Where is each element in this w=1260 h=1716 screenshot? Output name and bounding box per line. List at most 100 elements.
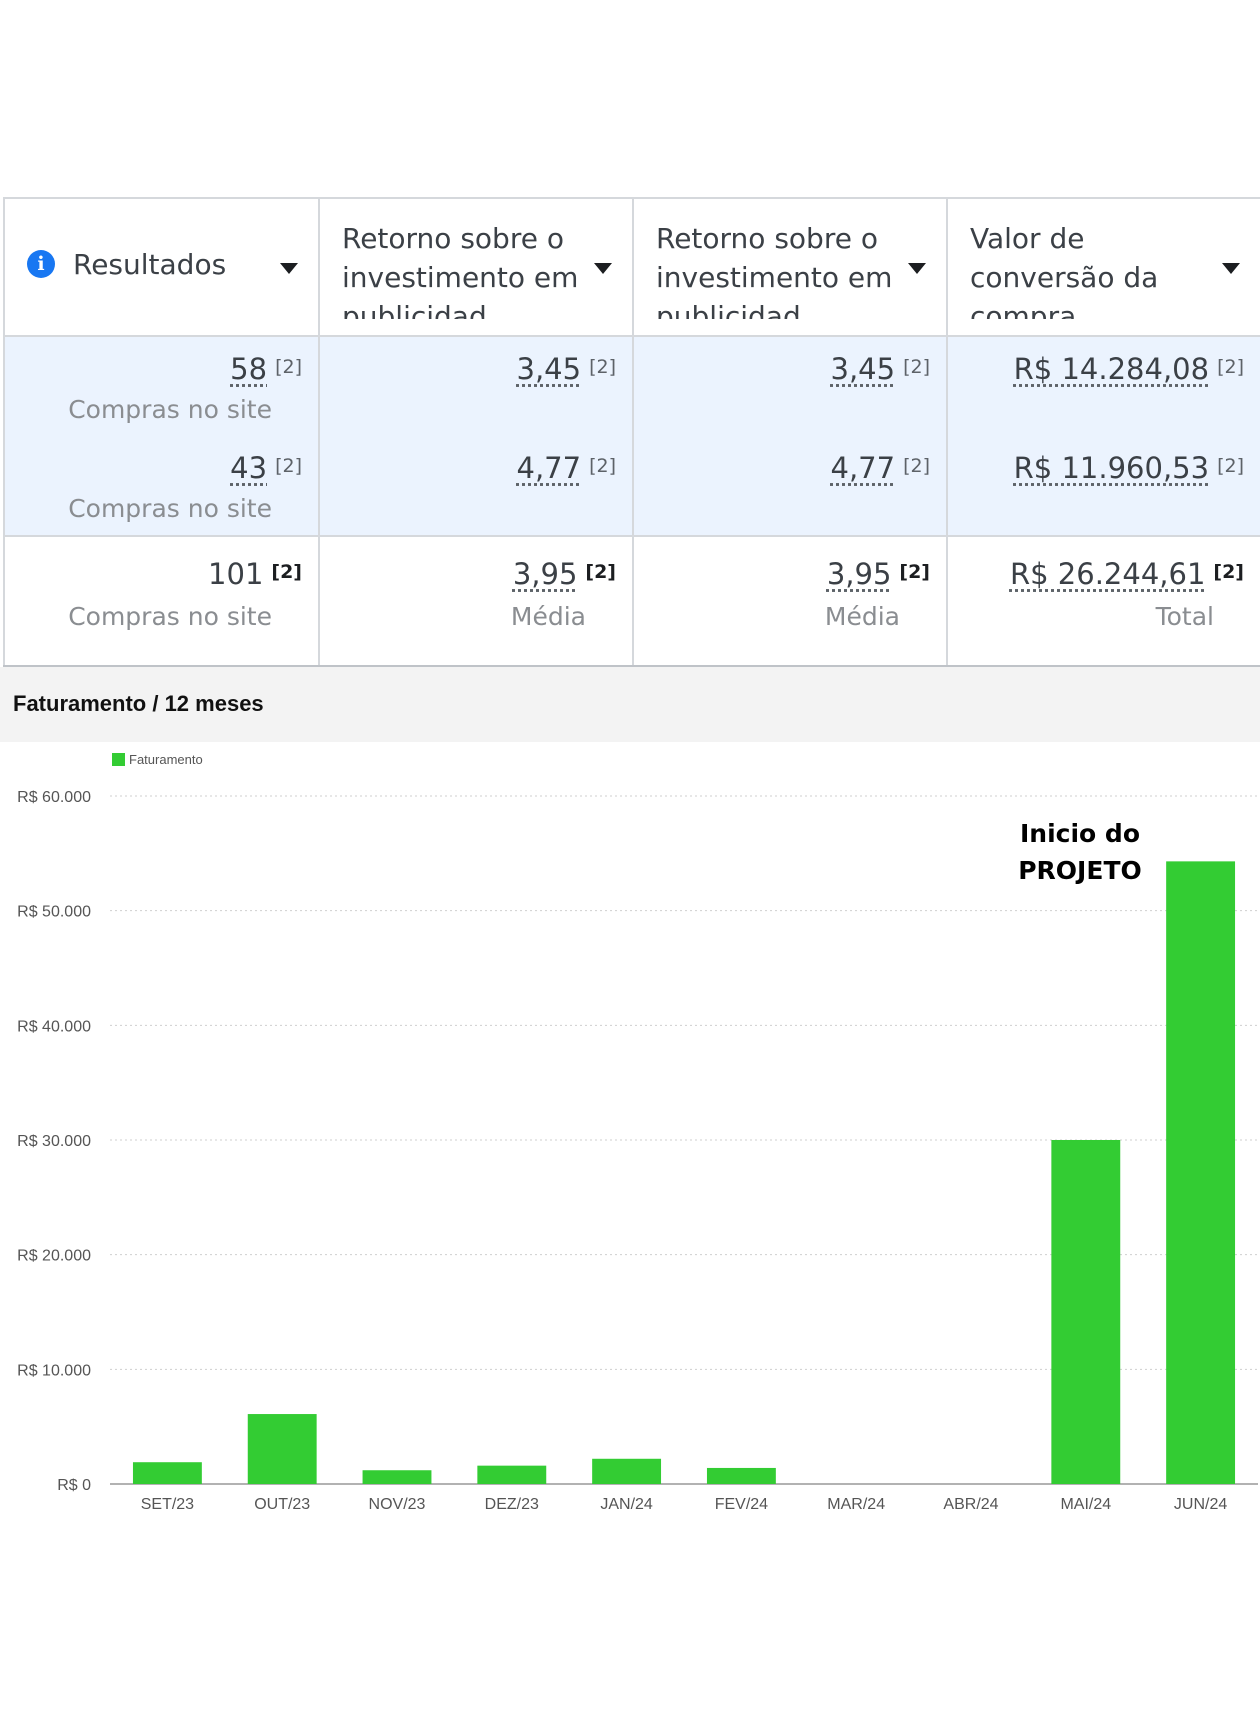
chevron-down-icon[interactable] [908, 263, 926, 274]
x-tick-label: JUN/24 [1174, 1496, 1227, 1513]
cell-value[interactable]: R$ 11.960,53 [1013, 451, 1210, 485]
cell-value[interactable]: R$ 14.284,08 [1013, 352, 1210, 386]
column-header-title: Valor de conversão da compra [970, 222, 1159, 319]
totals-row: R$ 26.244,61 [2] Total [948, 539, 1260, 665]
revenue-bar-chart: R$ 0 R$ 10.000 R$ 20.000 R$ 30.000 R$ 40.000… [17, 752, 1258, 1513]
column-header-title: Resultados [73, 248, 227, 281]
column-roas-1: Retorno sobre o investimento em publicid… [318, 199, 632, 665]
cell-note: [2] [899, 560, 930, 583]
bar-jun-24 [1166, 861, 1236, 1484]
x-tick-label: NOV/23 [369, 1496, 426, 1513]
highlighted-rows: 3,45 [2] 4,77 [2] [320, 337, 632, 537]
legend-swatch [112, 753, 125, 766]
total-subtext: Compras no site [68, 602, 272, 631]
total-subtext: Total [1155, 602, 1214, 631]
total-subtext: Média [510, 602, 586, 631]
chevron-down-icon[interactable] [1222, 263, 1240, 274]
y-tick-label: R$ 10.000 [17, 1362, 91, 1379]
info-icon[interactable]: i [27, 250, 55, 278]
bar-set-23 [132, 1462, 202, 1484]
cell-value[interactable]: 4,77 [516, 451, 582, 485]
total-cell: R$ 26.244,61 [2] [1010, 557, 1244, 591]
total-cell: 101 [2] [208, 557, 302, 591]
cell-note: [2] [275, 454, 302, 477]
legend-label: Faturamento [129, 752, 203, 767]
cell-value[interactable]: 4,77 [830, 451, 896, 485]
chevron-down-icon[interactable] [280, 263, 298, 274]
y-tick-label: R$ 30.000 [17, 1133, 91, 1150]
highlighted-rows: R$ 14.284,08 [2] R$ 11.960,53 [2] [948, 337, 1260, 537]
cell-note: [2] [1217, 454, 1244, 477]
column-resultados: i Resultados 58 [2] Compras no site 43 [2]… [3, 199, 318, 665]
table-cell: R$ 14.284,08 [2] [1014, 352, 1244, 386]
cell-note: [2] [903, 355, 930, 378]
total-cell: 3,95 [2] [827, 557, 930, 591]
y-tick-label: R$ 20.000 [17, 1248, 91, 1265]
table-cell: 4,77 [2] [517, 451, 617, 485]
table-cell: R$ 11.960,53 [2] [1014, 451, 1244, 485]
cell-note: [2] [271, 560, 302, 583]
total-value: 101 [208, 557, 264, 591]
cell-note: [2] [585, 560, 616, 583]
x-tick-label: ABR/24 [943, 1496, 998, 1513]
cell-value[interactable]: 43 [230, 451, 268, 485]
x-tick-label: OUT/23 [254, 1496, 310, 1513]
project-start-annotation: Inicio do PROJETO [1000, 815, 1160, 889]
cell-note: [2] [275, 355, 302, 378]
column-header-resultados[interactable]: i Resultados [5, 199, 318, 337]
total-value[interactable]: 3,95 [512, 557, 578, 591]
cell-note: [2] [1213, 560, 1244, 583]
column-header-conversion-value[interactable]: Valor de conversão da compra [948, 199, 1260, 337]
table-cell: 3,45 [2] [831, 352, 931, 386]
column-conversion-value: Valor de conversão da compra R$ 14.284,0… [946, 199, 1260, 665]
bar-dez-23 [477, 1465, 547, 1484]
bar-out-23 [247, 1414, 317, 1484]
chart-title: Faturamento / 12 meses [13, 691, 264, 716]
annotation-line-2: PROJETO [1018, 856, 1142, 885]
totals-row: 101 [2] Compras no site [5, 539, 318, 665]
chevron-down-icon[interactable] [594, 263, 612, 274]
x-tick-label: MAR/24 [827, 1496, 885, 1513]
cell-subtext: Compras no site [68, 395, 272, 424]
column-header-title: Retorno sobre o investimento em publicid… [342, 222, 579, 319]
annotation-line-1: Inicio do [1019, 819, 1140, 848]
y-tick-label: R$ 60.000 [17, 789, 91, 806]
x-tick-label: MAI/24 [1060, 1496, 1111, 1513]
table-cell: 3,45 [2] [517, 352, 617, 386]
bar-fev-24 [706, 1467, 776, 1484]
bar-nov-23 [362, 1470, 432, 1484]
totals-row: 3,95 [2] Média [634, 539, 946, 665]
table-cell: 4,77 [2] [831, 451, 931, 485]
cell-value[interactable]: 3,45 [830, 352, 896, 386]
column-header-roas-2[interactable]: Retorno sobre o investimento em publicid… [634, 199, 946, 337]
bar-mai-24 [1051, 1140, 1121, 1484]
x-tick-label: FEV/24 [715, 1496, 768, 1513]
x-tick-label: DEZ/23 [485, 1496, 539, 1513]
total-cell: 3,95 [2] [513, 557, 616, 591]
x-tick-label: SET/23 [141, 1496, 194, 1513]
ads-results-table: i Resultados 58 [2] Compras no site 43 [2]… [3, 197, 1260, 667]
highlighted-rows: 3,45 [2] 4,77 [2] [634, 337, 946, 537]
y-tick-label: R$ 40.000 [17, 1018, 91, 1035]
cell-value[interactable]: 3,45 [516, 352, 582, 386]
total-value[interactable]: 3,95 [826, 557, 892, 591]
total-subtext: Média [824, 602, 900, 631]
table-cell: 43 [2] [230, 451, 302, 485]
totals-row: 3,95 [2] Média [320, 539, 632, 665]
table-cell: 58 [2] [230, 352, 302, 386]
y-tick-label: R$ 50.000 [17, 904, 91, 921]
cell-subtext: Compras no site [68, 494, 272, 523]
cell-note: [2] [589, 355, 616, 378]
x-tick-label: JAN/24 [600, 1496, 653, 1513]
column-header-roas-1[interactable]: Retorno sobre o investimento em publicid… [320, 199, 632, 337]
cell-note: [2] [589, 454, 616, 477]
column-roas-2: Retorno sobre o investimento em publicid… [632, 199, 946, 665]
cell-value[interactable]: 58 [230, 352, 268, 386]
chart-header: Faturamento / 12 meses [0, 667, 1260, 742]
cell-note: [2] [903, 454, 930, 477]
total-value[interactable]: R$ 26.244,61 [1009, 557, 1206, 591]
cell-note: [2] [1217, 355, 1244, 378]
bar-jan-24 [592, 1458, 662, 1484]
column-header-title: Retorno sobre o investimento em publicid… [656, 222, 893, 319]
highlighted-rows: 58 [2] Compras no site 43 [2] Compras no s… [5, 337, 318, 537]
